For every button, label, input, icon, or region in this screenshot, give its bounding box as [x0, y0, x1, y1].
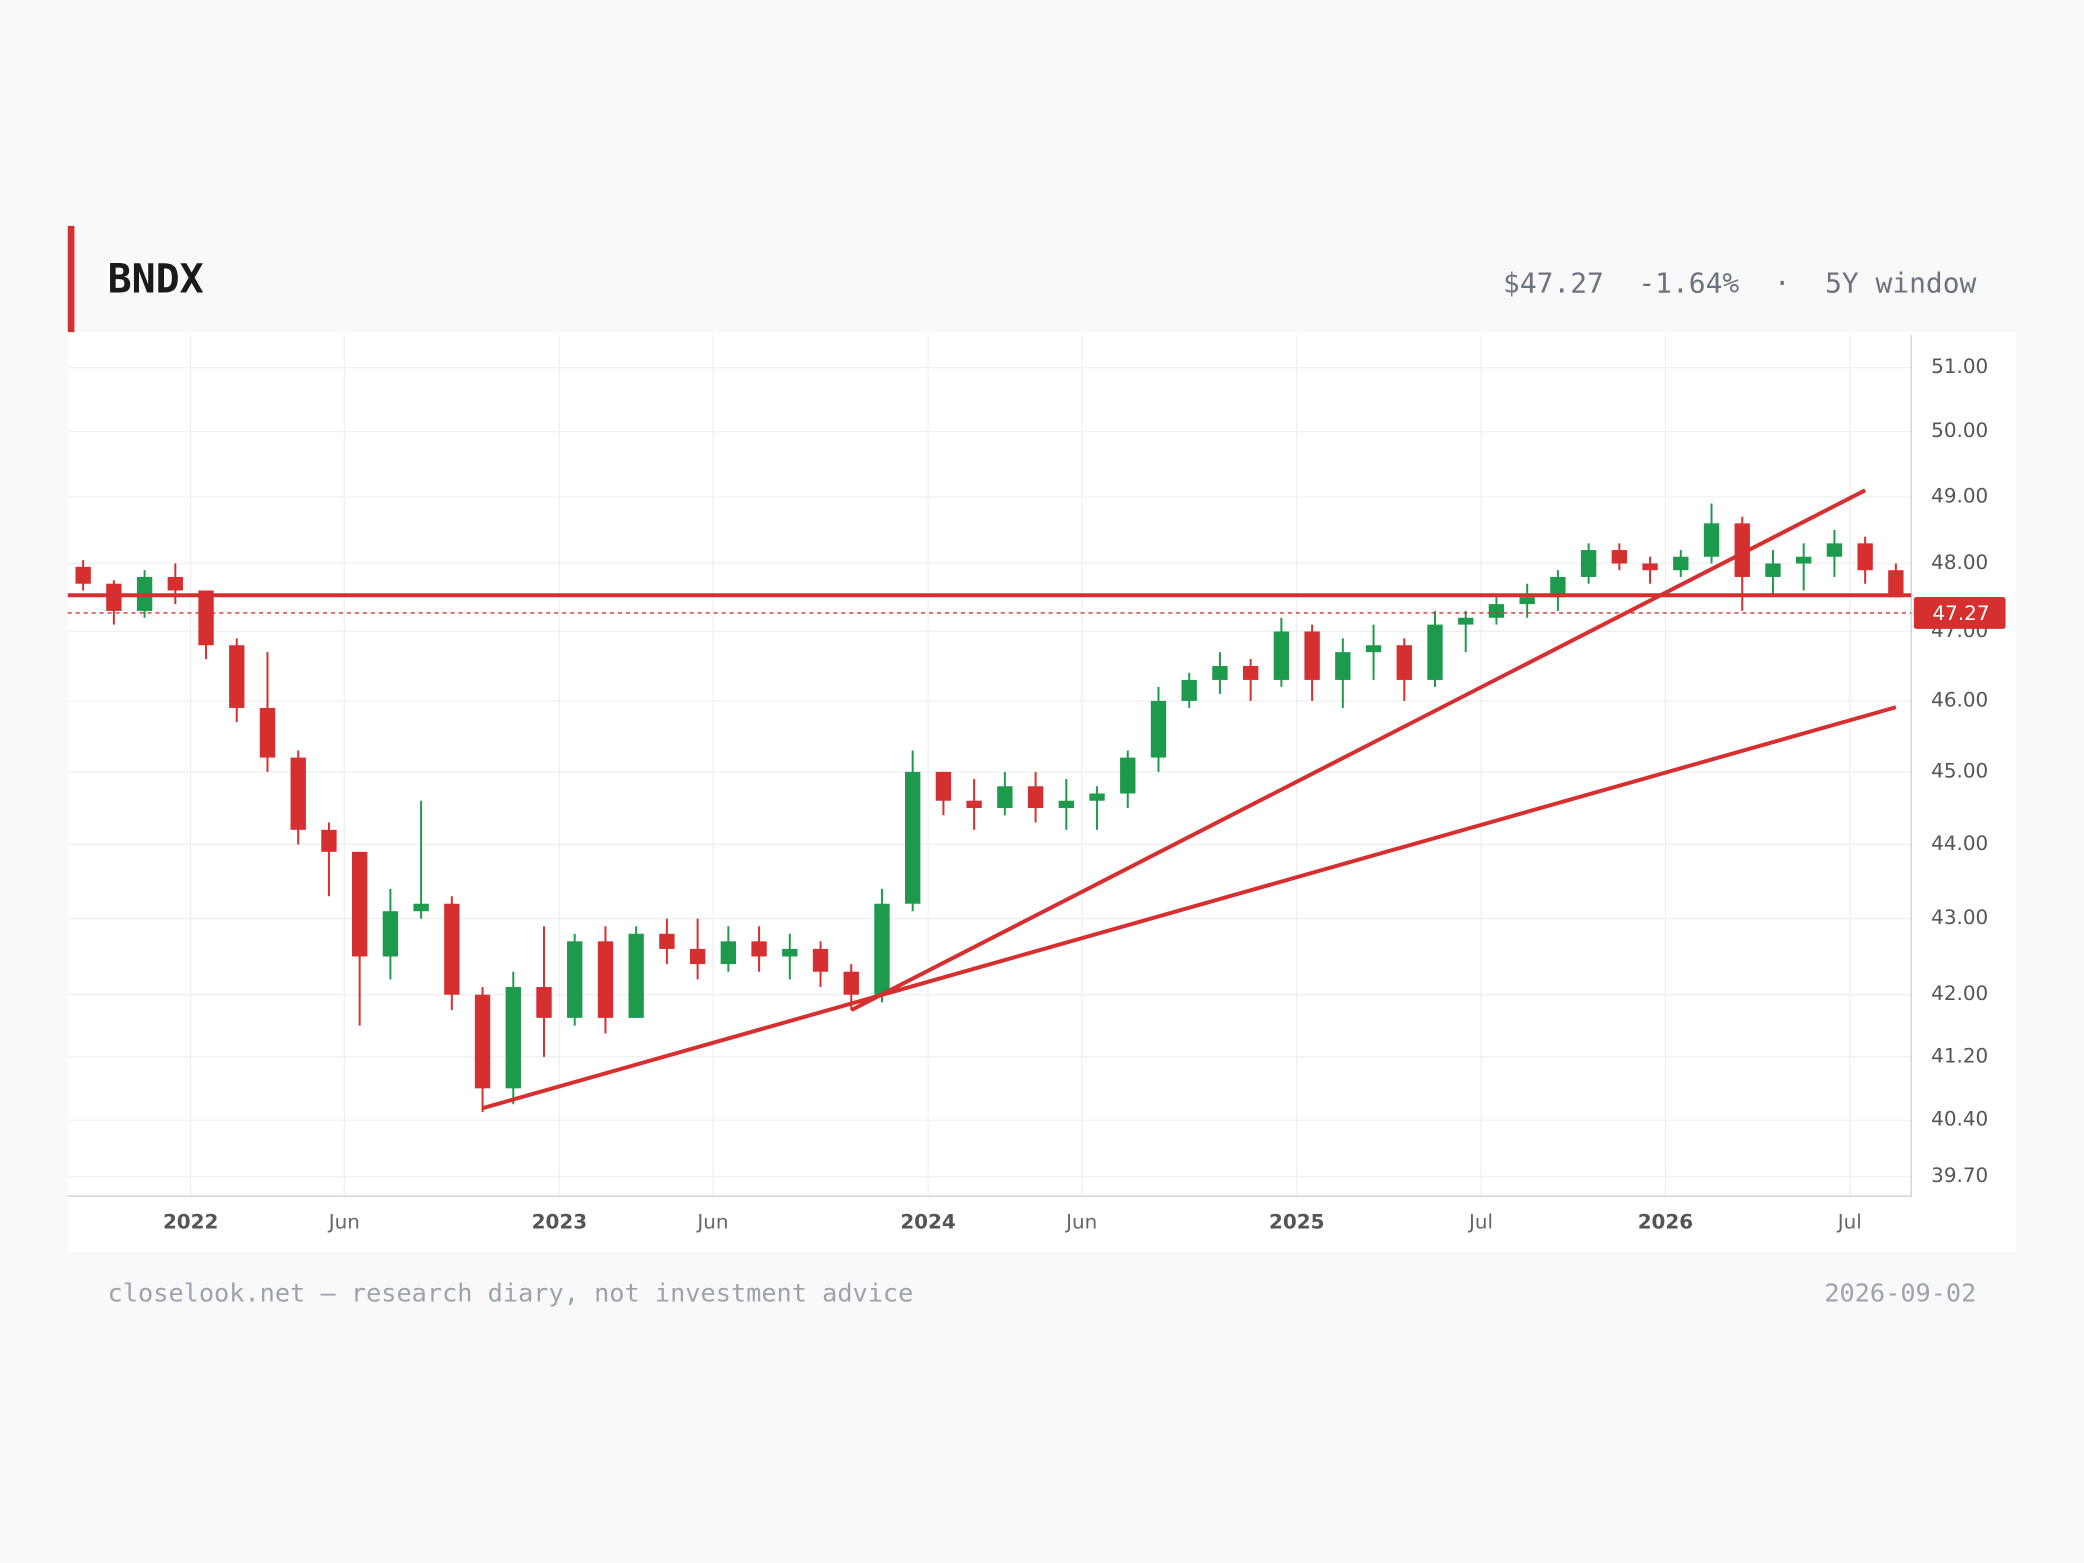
- x-tick-label: Jun: [695, 1210, 728, 1233]
- x-tick-label: 2024: [900, 1210, 955, 1233]
- x-tick-label: Jul: [1467, 1210, 1493, 1233]
- footer-note: closelook.net — research diary, not inve…: [108, 1279, 914, 1308]
- candle-body: [1703, 523, 1720, 557]
- candle-body: [1027, 786, 1044, 808]
- y-tick-label: 45.00: [1931, 759, 1988, 782]
- candle-body: [1058, 800, 1074, 808]
- y-tick-label: 41.20: [1931, 1044, 1988, 1067]
- chart-title: BNDX: [108, 256, 204, 302]
- candle-body: [505, 987, 521, 1089]
- candle-body: [812, 948, 829, 972]
- plot: 39.70 40.40 41.20 42.00 43.00 44.00 45.00 46.00…: [67, 334, 2006, 1233]
- candle-body: [259, 707, 276, 758]
- candle-body: [1458, 617, 1474, 625]
- candle-body: [75, 566, 91, 584]
- x-tick-label: 2025: [1269, 1210, 1324, 1233]
- y-tick-label: 50.00: [1931, 419, 1988, 442]
- candle-body: [1304, 631, 1320, 680]
- candle-body: [1335, 652, 1351, 680]
- y-tick-label: 40.40: [1931, 1108, 1988, 1131]
- candle-body: [628, 933, 644, 1018]
- candle-body: [1488, 604, 1505, 618]
- candle-body: [106, 583, 122, 611]
- candle-body: [1734, 523, 1750, 577]
- candle-body: [1673, 556, 1689, 571]
- price: $47.27: [1503, 266, 1604, 299]
- y-tick-label: 46.00: [1931, 688, 1988, 711]
- candle-body: [1089, 793, 1105, 801]
- accent-bar: [67, 225, 75, 333]
- candle-body: [567, 941, 583, 1018]
- candle-body: [1888, 570, 1904, 598]
- footer-date: 2026-09-02: [1824, 1279, 1976, 1308]
- candle-body: [935, 771, 952, 801]
- candle-body: [597, 941, 614, 1018]
- candle-body: [905, 771, 921, 904]
- candle-body: [689, 948, 706, 965]
- candle-body: [1611, 550, 1628, 564]
- candle-body: [720, 941, 737, 965]
- separator: ·: [1774, 266, 1791, 299]
- candle-body: [321, 829, 337, 852]
- trend-line: [482, 705, 1897, 1111]
- candle-body: [1857, 543, 1873, 571]
- y-tick-label: 39.70: [1931, 1164, 1988, 1187]
- candle-body: [1765, 563, 1781, 577]
- candle-body: [659, 933, 675, 949]
- last-price-label: 47.27: [1932, 602, 1989, 625]
- candle-body: [536, 987, 552, 1018]
- candle-body: [382, 911, 399, 957]
- y-tick-label: 51.00: [1931, 355, 1988, 378]
- y-tick-label: 43.00: [1931, 906, 1988, 929]
- change: -1.64%: [1638, 266, 1739, 299]
- header-stats: $47.27 -1.64% · 5Y window: [1503, 266, 1977, 299]
- candle-body: [444, 903, 460, 995]
- x-tick-label: Jun: [1064, 1210, 1097, 1233]
- candle-body: [1365, 645, 1382, 653]
- candle-body: [474, 994, 491, 1089]
- candle-body: [1550, 576, 1566, 598]
- candle-body: [351, 851, 368, 957]
- candle-body: [1427, 624, 1443, 680]
- candle-body: [874, 903, 890, 995]
- candle-body: [997, 786, 1013, 808]
- candle-body: [1242, 666, 1259, 680]
- y-tick-label: 49.00: [1931, 484, 1988, 507]
- x-tick-label: 2023: [532, 1210, 587, 1233]
- x-tick-label: Jul: [1836, 1210, 1862, 1233]
- candle-body: [167, 576, 183, 591]
- y-tick-label: 42.00: [1931, 982, 1988, 1005]
- candle-body: [198, 590, 214, 646]
- candle-body: [413, 903, 429, 912]
- window: 5Y window: [1825, 266, 1976, 299]
- candle-body: [1150, 700, 1167, 758]
- candle-body: [1796, 556, 1812, 564]
- candle-body: [1396, 645, 1412, 680]
- y-tick-label: 48.00: [1931, 551, 1988, 574]
- candle-body: [1642, 563, 1658, 571]
- x-tick-label: 2026: [1638, 1210, 1693, 1233]
- candle-body: [1212, 666, 1228, 680]
- candle-body: [290, 757, 306, 830]
- candle-body: [751, 941, 767, 957]
- candle-body: [1273, 631, 1290, 680]
- x-tick-label: Jun: [327, 1210, 360, 1233]
- candle-body: [966, 800, 982, 808]
- candle-body: [1120, 757, 1136, 794]
- last-price-tag: [1913, 597, 2006, 629]
- candle-body: [1580, 550, 1597, 577]
- candle-body: [843, 971, 859, 995]
- candle-body: [229, 645, 245, 708]
- candle-body: [1826, 543, 1843, 557]
- trend-line: [850, 488, 1867, 1012]
- y-tick-label: 44.00: [1931, 832, 1988, 855]
- x-tick-label: 2022: [163, 1210, 218, 1233]
- candle-body: [1181, 679, 1197, 701]
- candle-body: [782, 948, 798, 957]
- candle-body: [1519, 597, 1535, 605]
